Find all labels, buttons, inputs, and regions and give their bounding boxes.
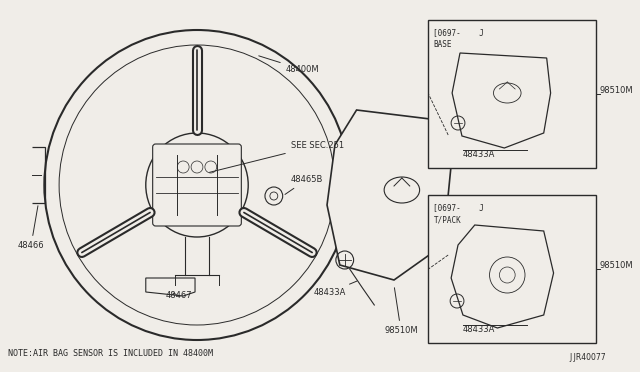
Text: BASE: BASE <box>433 40 452 49</box>
Text: 48466: 48466 <box>18 206 44 250</box>
FancyBboxPatch shape <box>153 144 241 226</box>
Text: 48467: 48467 <box>166 291 192 300</box>
Text: 98510M: 98510M <box>384 288 418 335</box>
Text: [0697-    J: [0697- J <box>433 28 484 37</box>
Polygon shape <box>452 53 550 148</box>
Text: J JR40077: J JR40077 <box>569 353 606 362</box>
Text: 48433A: 48433A <box>463 150 495 158</box>
Polygon shape <box>451 225 554 328</box>
Text: SEE SEC.251: SEE SEC.251 <box>209 141 344 172</box>
Polygon shape <box>327 110 451 280</box>
Text: 48400M: 48400M <box>259 56 319 74</box>
Bar <box>428 195 596 343</box>
Text: T/PACK: T/PACK <box>433 215 461 224</box>
Text: 98510M: 98510M <box>600 86 634 94</box>
Text: 48433A: 48433A <box>313 281 357 297</box>
Bar <box>428 20 596 168</box>
Text: 48465B: 48465B <box>285 175 323 195</box>
Text: 98510M: 98510M <box>600 260 634 269</box>
Text: NOTE:AIR BAG SENSOR IS INCLUDED IN 48400M: NOTE:AIR BAG SENSOR IS INCLUDED IN 48400… <box>8 349 213 358</box>
Text: 48433A: 48433A <box>463 324 495 334</box>
Text: [0697-    J: [0697- J <box>433 203 484 212</box>
